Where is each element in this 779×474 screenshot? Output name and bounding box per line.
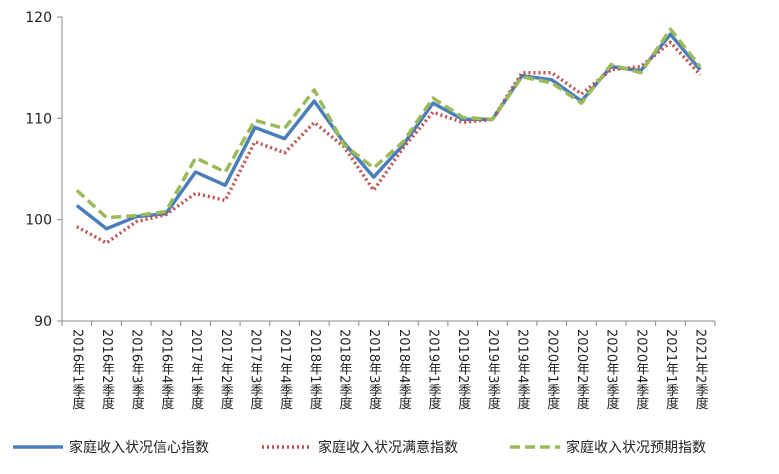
- x-tick-label: 2019年2季度: [455, 329, 471, 410]
- x-tick-label: 2021年1季度: [663, 329, 679, 410]
- x-tick-label: 2016年3季度: [129, 329, 145, 410]
- x-tick-label: 2017年3季度: [247, 329, 263, 410]
- x-tick-label: 2017年1季度: [188, 329, 204, 410]
- x-tick-label: 2016年1季度: [69, 329, 85, 410]
- x-tick-label: 2019年1季度: [426, 329, 442, 410]
- x-tick-label: 2018年4季度: [396, 329, 412, 410]
- legend-label: 家庭收入状况预期指数: [566, 439, 706, 456]
- y-tick-label: 90: [34, 314, 52, 330]
- x-tick-label: 2017年2季度: [218, 329, 234, 410]
- y-tick-label: 120: [25, 10, 52, 26]
- x-tick-label: 2020年4季度: [633, 329, 649, 410]
- x-tick-label: 2018年2季度: [336, 329, 352, 410]
- x-tick-label: 2017年4季度: [277, 329, 293, 410]
- x-tick-label: 2020年2季度: [574, 329, 590, 410]
- y-tick-label: 110: [25, 111, 52, 127]
- x-tick-label: 2018年3季度: [366, 329, 382, 410]
- x-tick-label: 2018年1季度: [307, 329, 323, 410]
- y-tick-label: 100: [25, 213, 52, 229]
- legend-label: 家庭收入状况满意指数: [318, 439, 458, 456]
- x-tick-label: 2019年3季度: [485, 329, 501, 410]
- x-tick-label: 2016年2季度: [99, 329, 115, 410]
- x-tick-label: 2019年4季度: [515, 329, 531, 410]
- series-line: [75, 27, 702, 220]
- legend-label: 家庭收入状况信心指数: [69, 439, 209, 456]
- x-tick-label: 2021年2季度: [693, 329, 709, 410]
- x-tick-label: 2020年3季度: [604, 329, 620, 410]
- x-tick-label: 2020年1季度: [544, 329, 560, 410]
- series-line: [75, 32, 702, 231]
- x-tick-label: 2016年4季度: [158, 329, 174, 410]
